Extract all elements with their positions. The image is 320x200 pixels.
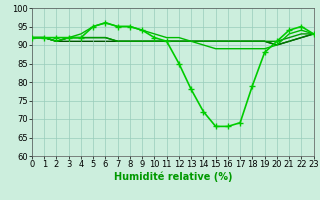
X-axis label: Humidité relative (%): Humidité relative (%) xyxy=(114,172,232,182)
